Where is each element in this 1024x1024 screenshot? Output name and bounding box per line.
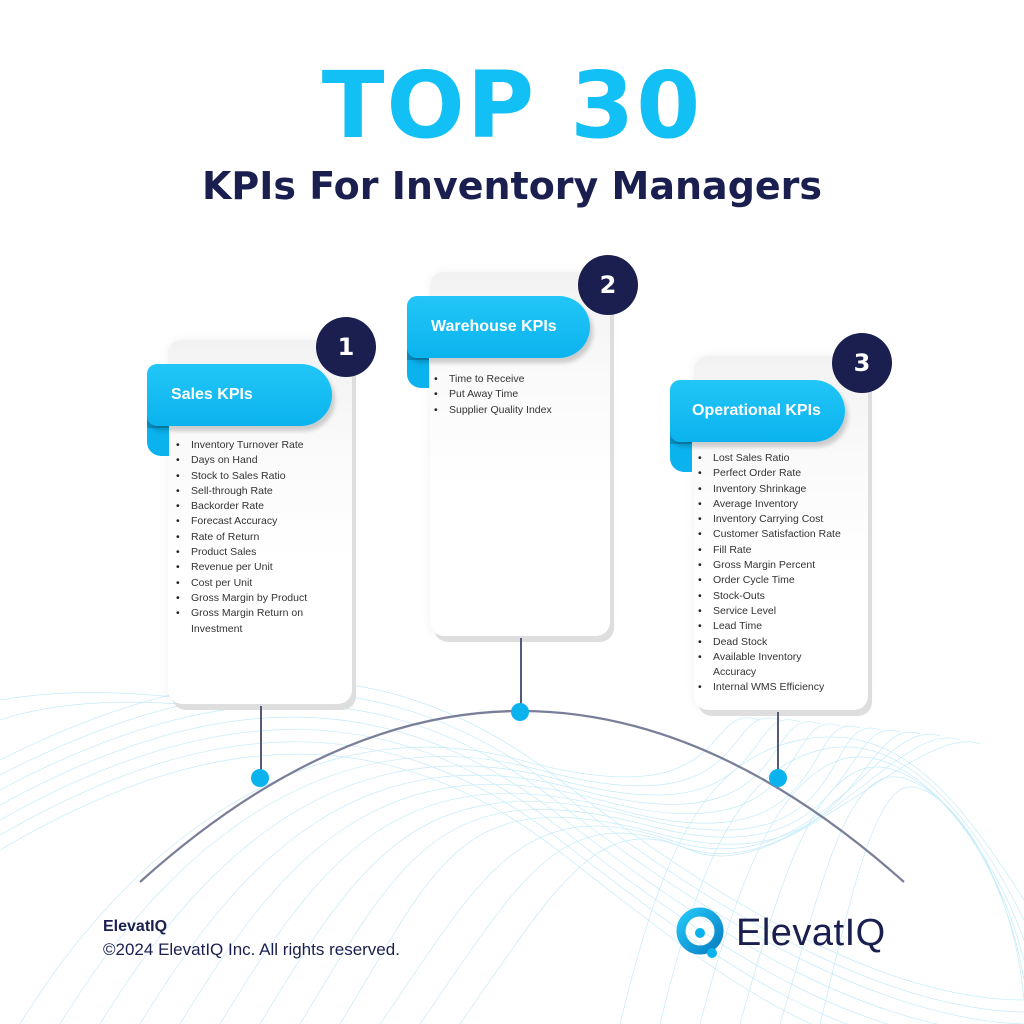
list-item: Lead Time <box>695 619 865 635</box>
list-item: Sell-through Rate <box>173 484 343 500</box>
list-item: Customer Satisfaction Rate <box>695 527 865 543</box>
list-item: Dead Stock <box>695 635 865 651</box>
kpi-list: Time to Receive Put Away Time Supplier Q… <box>431 372 601 418</box>
list-item: Gross Margin Return on Investment <box>173 606 316 637</box>
footer-brand: ElevatIQ <box>103 918 168 935</box>
list-item: Supplier Quality Index <box>431 403 601 419</box>
list-item: Days on Hand <box>173 453 343 469</box>
q-circle-logo-icon <box>676 907 724 958</box>
kpi-list: Lost Sales Ratio Perfect Order Rate Inve… <box>695 451 865 696</box>
page-subtitle: KPIs For Inventory Managers <box>201 164 823 208</box>
elevatiq-logo: ElevatIQ <box>676 905 886 961</box>
list-item: Rate of Return <box>173 530 343 546</box>
page-title: TOP 30 <box>321 52 703 159</box>
timeline-dot <box>511 703 529 721</box>
list-item: Product Sales <box>173 545 343 561</box>
connector-line <box>520 638 522 712</box>
list-item: Order Cycle Time <box>695 573 865 589</box>
footer-copyright: ©2024 ElevatIQ Inc. All rights reserved. <box>103 940 400 959</box>
list-item: Fill Rate <box>695 543 865 559</box>
list-item: Revenue per Unit <box>173 560 343 576</box>
list-item: Service Level <box>695 604 865 620</box>
timeline-arc <box>139 710 905 883</box>
card-title-banner: Warehouse KPIs <box>407 296 590 358</box>
card-title-banner: Operational KPIs <box>670 380 845 442</box>
list-item: Gross Margin Percent <box>695 558 865 574</box>
timeline-dot <box>251 769 269 787</box>
list-item: Perfect Order Rate <box>695 466 865 482</box>
list-item: Time to Receive <box>431 372 601 388</box>
list-item: Forecast Accuracy <box>173 514 343 530</box>
list-item: Inventory Carrying Cost <box>695 512 865 528</box>
kpi-list: Inventory Turnover Rate Days on Hand Sto… <box>173 438 343 637</box>
list-item: Available Inventory Accuracy <box>695 650 823 681</box>
connector-line <box>777 712 779 776</box>
list-item: Gross Margin by Product <box>173 591 343 607</box>
list-item: Stock to Sales Ratio <box>173 469 343 485</box>
card-number-badge: 2 <box>578 255 638 315</box>
card-title-banner: Sales KPIs <box>147 364 332 426</box>
logo-text: ElevatIQ <box>736 911 886 954</box>
list-item: Lost Sales Ratio <box>695 451 865 467</box>
timeline-dot <box>769 769 787 787</box>
list-item: Inventory Turnover Rate <box>173 438 343 454</box>
list-item: Inventory Shrinkage <box>695 482 865 498</box>
list-item: Stock-Outs <box>695 589 865 605</box>
list-item: Average Inventory <box>695 497 865 513</box>
list-item: Put Away Time <box>431 387 601 403</box>
connector-line <box>260 706 262 776</box>
card-number-badge: 1 <box>316 317 376 377</box>
list-item: Backorder Rate <box>173 499 343 515</box>
card-number-badge: 3 <box>832 333 892 393</box>
list-item: Cost per Unit <box>173 576 343 592</box>
list-item: Internal WMS Efficiency <box>695 680 865 696</box>
